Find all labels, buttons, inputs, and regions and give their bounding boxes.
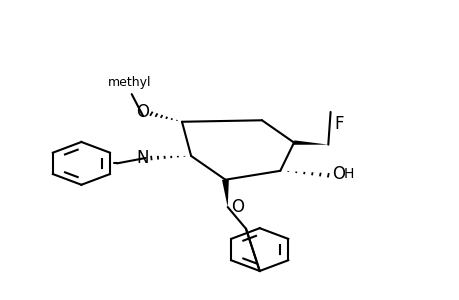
Text: O: O — [136, 103, 149, 121]
Polygon shape — [293, 140, 328, 145]
Text: methyl: methyl — [107, 76, 151, 89]
Polygon shape — [222, 180, 229, 207]
Text: O: O — [231, 198, 244, 216]
Text: N: N — [136, 149, 149, 167]
Text: O: O — [331, 165, 344, 183]
Text: F: F — [334, 115, 343, 133]
Text: H: H — [343, 167, 353, 181]
